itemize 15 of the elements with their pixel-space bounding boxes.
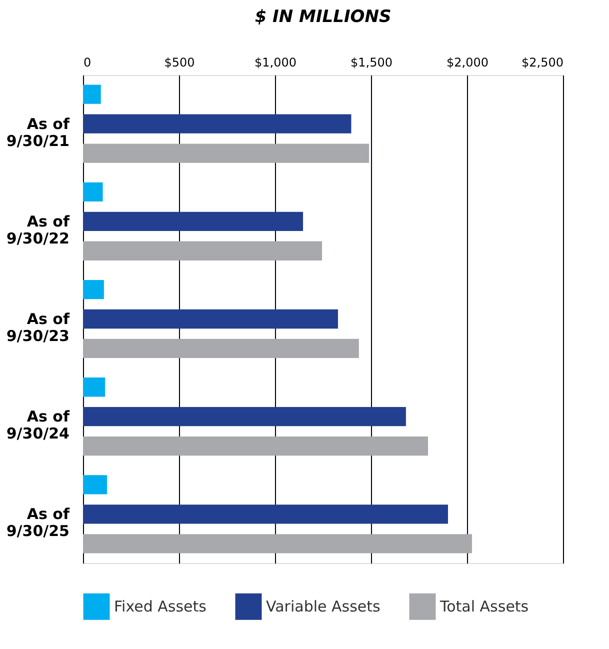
- x-tick-label: $1,000: [254, 56, 296, 70]
- y-tick-label: As of 9/30/24: [6, 408, 70, 443]
- legend-label: Total Assets: [439, 598, 529, 616]
- x-tick-label: $2,500: [522, 56, 564, 70]
- x-tick-label: 0: [84, 56, 92, 70]
- y-tick-label: As of 9/30/25: [6, 505, 70, 540]
- x-tick-label: $2,000: [446, 56, 488, 70]
- y-tick-label: As of 9/30/23: [6, 310, 70, 345]
- y-tick-label: As of 9/30/22: [6, 212, 70, 248]
- chart-title: $ IN MILLIONS: [254, 7, 392, 27]
- legend-label: Variable Assets: [266, 598, 380, 616]
- x-tick-label: $1,500: [350, 56, 392, 70]
- x-tick-label: $500: [164, 56, 195, 70]
- y-tick-label: As of 9/30/21: [6, 114, 70, 150]
- legend-label: Fixed Assets: [114, 598, 207, 616]
